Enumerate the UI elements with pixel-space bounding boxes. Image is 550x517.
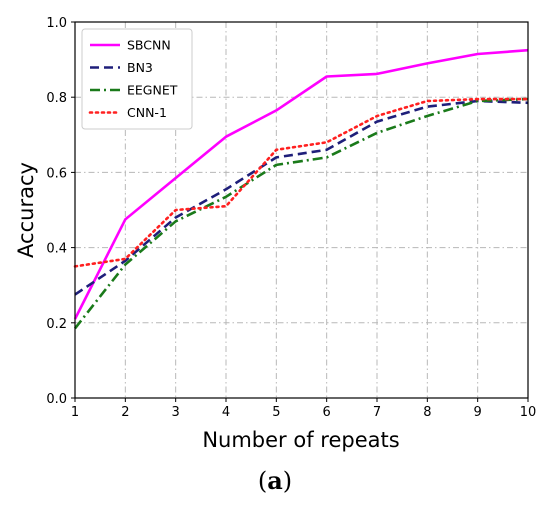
series-line-sbcnn [73,48,529,320]
y-tick-label: 1.0 [46,16,67,31]
y-tick-label: 0.0 [46,392,67,407]
plot-frame [74,21,529,399]
legend: SBCNN BN3 EEGNET CNN-1 [81,28,193,130]
caption-open-paren: ( [257,467,268,495]
legend-box [81,28,193,130]
legend-label-bn3: BN3 [127,60,153,75]
x-tick-label: 4 [222,405,230,420]
y-axis-label: Accuracy [14,162,38,258]
x-tick-label: 9 [474,405,482,420]
x-tick-label: 2 [121,405,129,420]
x-axis-label: Number of repeats [202,428,399,452]
grid-lines [75,22,528,398]
caption-close-paren: ) [282,467,293,495]
y-tick-labels: 0.0 0.2 0.4 0.6 0.8 1.0 [46,16,75,407]
series-line-bn3 [74,99,529,296]
legend-label-cnn-1: CNN-1 [127,105,167,120]
x-tick-label: 3 [172,405,180,420]
y-tick-label: 0.6 [46,166,67,181]
y-tick-label: 0.8 [46,91,67,106]
x-tick-label: 5 [272,405,280,420]
y-tick-label: 0.2 [46,317,67,332]
legend-label-eegnet: EEGNET [127,83,178,98]
accuracy-line-chart: 1 2 3 4 5 6 7 8 9 10 0.0 0.2 0.4 0.6 0.8 1.0 Number of… [14,16,536,452]
x-tick-labels: 1 2 3 4 5 6 7 8 9 10 [71,398,536,420]
x-tick-label: 8 [423,405,431,420]
series-line-eegnet [73,97,529,330]
legend-label-sbcnn: SBCNN [127,38,171,53]
series-lines [73,48,530,330]
x-tick-label: 6 [323,405,331,420]
x-tick-label: 10 [520,405,537,420]
caption-letter: a [267,466,283,495]
y-tick-label: 0.4 [46,242,67,257]
series-line-cnn-1 [73,97,530,268]
figure-caption: (a) [0,466,550,495]
x-tick-label: 7 [373,405,381,420]
x-tick-label: 1 [71,405,79,420]
